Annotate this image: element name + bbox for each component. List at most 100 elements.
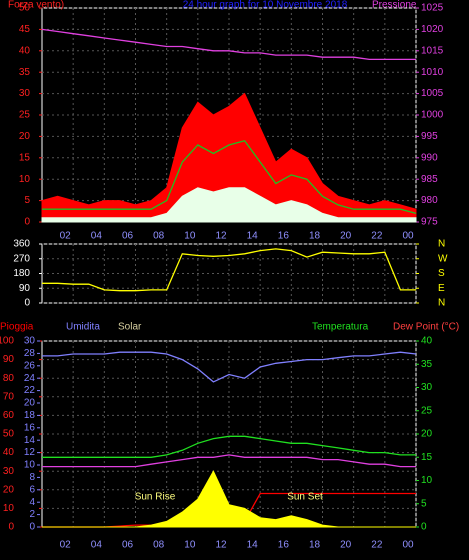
legend-label: Dew Point (°C) <box>393 322 459 333</box>
series-line <box>42 248 416 292</box>
x-tick-label: 12 <box>215 231 227 242</box>
legend-label: Pioggia <box>0 322 34 333</box>
y-tick-label: 0 <box>8 522 14 533</box>
x-tick-label: 08 <box>153 231 165 242</box>
y2-tick-label: 980 <box>421 195 438 206</box>
y-tick-label: 0 <box>24 298 30 309</box>
y2-tick-label: 990 <box>421 152 438 163</box>
y3-tick-label: 28 <box>24 348 36 359</box>
y2-tick-label: 975 <box>421 217 438 228</box>
x-tick-label: 02 <box>60 231 72 242</box>
y2-tick-label: W <box>438 253 448 264</box>
y3-tick-label: 18 <box>24 410 36 421</box>
y2-tick-label: 30 <box>421 382 433 393</box>
y-axis-label: Forza vento) <box>8 0 64 11</box>
y2-tick-label: 1005 <box>421 88 444 99</box>
y3-tick-label: 2 <box>29 509 35 520</box>
y3-tick-label: 6 <box>29 484 35 495</box>
y-tick-label: 180 <box>13 268 30 279</box>
x-tick-label: 16 <box>278 540 290 551</box>
x-tick-label: 10 <box>184 540 196 551</box>
x-tick-label: 06 <box>122 540 134 551</box>
x-tick-label: 22 <box>371 540 383 551</box>
y-tick-label: 10 <box>19 174 31 185</box>
y2-tick-label: 40 <box>421 336 433 347</box>
series-line <box>42 454 416 468</box>
series-line <box>42 351 417 383</box>
y-tick-label: 30 <box>3 466 15 477</box>
y2-axis-label: Pressione <box>372 0 417 11</box>
x-tick-label: 00 <box>402 540 414 551</box>
x-tick-label: 04 <box>91 540 103 551</box>
y-tick-label: 50 <box>19 3 31 14</box>
y2-tick-label: 10 <box>421 475 433 486</box>
y3-tick-label: 16 <box>24 422 36 433</box>
y-tick-label: 30 <box>19 88 31 99</box>
y2-tick-label: 5 <box>421 498 427 509</box>
x-tick-label: 02 <box>60 540 72 551</box>
y-tick-label: 5 <box>24 195 30 206</box>
series-area <box>41 92 417 223</box>
series-area <box>42 470 416 528</box>
series-area <box>41 187 417 223</box>
y2-tick-label: N <box>438 239 445 250</box>
x-tick-label: 20 <box>340 540 352 551</box>
y2-tick-label: 0 <box>421 522 427 533</box>
y2-tick-label: E <box>438 283 445 294</box>
y-tick-label: 90 <box>3 354 15 365</box>
y-tick-label: 0 <box>24 217 30 228</box>
y3-tick-label: 30 <box>24 336 36 347</box>
x-tick-label: 14 <box>247 231 259 242</box>
x-tick-label: 14 <box>247 540 259 551</box>
chart-title: 24 hour graph for 10 Novembre 2018 <box>183 0 348 11</box>
y-tick-label: 90 <box>19 283 31 294</box>
x-tick-label: 16 <box>278 231 290 242</box>
y2-tick-label: 15 <box>421 452 433 463</box>
y2-tick-label: S <box>438 268 445 279</box>
x-tick-label: 18 <box>309 540 321 551</box>
y2-tick-label: N <box>438 298 445 309</box>
y-tick-label: 40 <box>19 45 31 56</box>
x-tick-label: 10 <box>184 231 196 242</box>
y3-tick-label: 22 <box>24 385 36 396</box>
y3-tick-label: 24 <box>24 373 36 384</box>
y3-tick-label: 10 <box>24 460 36 471</box>
y-tick-label: 20 <box>19 131 31 142</box>
y-tick-label: 10 <box>3 503 15 514</box>
y2-tick-label: 25 <box>421 405 433 416</box>
y-tick-label: 270 <box>13 253 30 264</box>
y3-tick-label: 14 <box>24 435 36 446</box>
x-tick-label: 06 <box>122 231 134 242</box>
x-tick-label: 12 <box>215 540 227 551</box>
y3-tick-label: 0 <box>29 522 35 533</box>
legend-label: Umidita <box>66 322 100 333</box>
y-tick-label: 40 <box>3 447 15 458</box>
y2-tick-label: 1015 <box>421 45 444 56</box>
y-tick-label: 360 <box>13 239 30 250</box>
x-tick-label: 18 <box>309 231 321 242</box>
y3-tick-label: 8 <box>29 472 35 483</box>
y2-tick-label: 985 <box>421 174 438 185</box>
y2-tick-label: 1025 <box>421 3 444 14</box>
y2-tick-label: 1000 <box>421 110 444 121</box>
y3-tick-label: 12 <box>24 447 36 458</box>
legend-label: Solar <box>118 322 142 333</box>
y-tick-label: 80 <box>3 373 15 384</box>
series-line <box>42 139 417 215</box>
y-tick-label: 45 <box>19 24 31 35</box>
y3-tick-label: 4 <box>29 497 35 508</box>
x-tick-label: 08 <box>153 540 165 551</box>
series-line <box>41 28 416 61</box>
y3-tick-label: 20 <box>24 398 36 409</box>
y2-tick-label: 1020 <box>421 24 444 35</box>
y-tick-label: 25 <box>19 110 31 121</box>
annotation: Sun Set <box>287 492 323 503</box>
y-tick-label: 50 <box>3 429 15 440</box>
series-line <box>42 435 416 458</box>
y2-tick-label: 995 <box>421 131 438 142</box>
y-tick-label: 100 <box>0 336 14 347</box>
y-tick-label: 15 <box>19 152 31 163</box>
y-tick-label: 20 <box>3 484 15 495</box>
annotation: Sun Rise <box>135 492 176 503</box>
